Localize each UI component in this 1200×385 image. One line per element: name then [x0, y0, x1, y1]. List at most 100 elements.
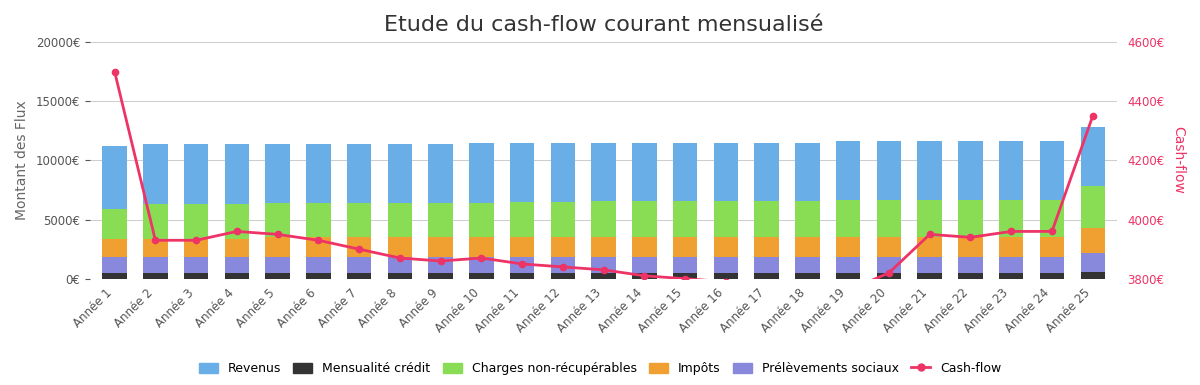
Bar	[388, 237, 412, 258]
Bar	[673, 143, 697, 201]
Bar	[836, 273, 860, 279]
Bar	[1000, 237, 1024, 258]
Bar	[714, 143, 738, 201]
Cash-flow	[1086, 114, 1100, 118]
Bar	[1039, 200, 1064, 237]
Bar	[673, 237, 697, 258]
Bar	[1080, 253, 1105, 272]
Bar	[143, 144, 168, 204]
Bar	[102, 146, 127, 209]
Bar	[836, 200, 860, 237]
Bar	[959, 237, 983, 258]
Bar	[714, 258, 738, 273]
Bar	[265, 237, 290, 258]
Bar	[184, 204, 209, 239]
Bar	[632, 237, 656, 258]
Cash-flow	[760, 282, 774, 287]
Bar	[347, 144, 371, 203]
Cash-flow	[270, 232, 284, 237]
Bar	[143, 204, 168, 239]
Bar	[755, 237, 779, 258]
Bar	[1039, 273, 1064, 279]
Bar	[428, 273, 452, 279]
Bar	[102, 239, 127, 258]
Cash-flow	[108, 69, 122, 74]
Bar	[306, 258, 331, 273]
Bar	[918, 141, 942, 200]
Cash-flow	[678, 276, 692, 281]
Bar	[306, 237, 331, 258]
Bar	[918, 237, 942, 258]
Bar	[143, 258, 168, 273]
Bar	[102, 209, 127, 239]
Bar	[714, 201, 738, 237]
Bar	[265, 258, 290, 273]
Bar	[469, 203, 493, 237]
Bar	[1000, 141, 1024, 200]
Bar	[265, 203, 290, 237]
Bar	[796, 201, 820, 237]
Bar	[796, 273, 820, 279]
Bar	[510, 237, 534, 258]
Bar	[428, 144, 452, 203]
Bar	[102, 273, 127, 279]
Bar	[673, 258, 697, 273]
Bar	[959, 200, 983, 237]
Bar	[224, 273, 250, 279]
Cash-flow	[719, 280, 733, 284]
Bar	[959, 273, 983, 279]
Bar	[388, 203, 412, 237]
Bar	[592, 258, 616, 273]
Cash-flow	[474, 256, 488, 260]
Bar	[510, 143, 534, 203]
Cash-flow	[352, 247, 366, 251]
Bar	[1000, 200, 1024, 237]
Bar	[347, 273, 371, 279]
Bar	[959, 258, 983, 273]
Cash-flow	[841, 288, 856, 293]
Bar	[388, 258, 412, 273]
Bar	[836, 141, 860, 200]
Bar	[184, 258, 209, 273]
Bar	[1080, 228, 1105, 253]
Cash-flow	[596, 268, 611, 272]
Bar	[184, 239, 209, 258]
Bar	[306, 144, 331, 203]
Bar	[755, 201, 779, 237]
Bar	[143, 273, 168, 279]
Bar	[510, 273, 534, 279]
Cash-flow	[637, 273, 652, 278]
Bar	[592, 237, 616, 258]
Bar	[632, 201, 656, 237]
Bar	[551, 237, 575, 258]
Cash-flow	[882, 271, 896, 275]
Cash-flow	[1004, 229, 1019, 234]
Bar	[673, 201, 697, 237]
Bar	[265, 144, 290, 203]
Bar	[469, 258, 493, 273]
Bar	[224, 239, 250, 258]
Cash-flow	[800, 285, 815, 290]
Cash-flow	[433, 259, 448, 263]
Bar	[551, 143, 575, 203]
Bar	[428, 237, 452, 258]
Bar	[632, 273, 656, 279]
Bar	[388, 144, 412, 203]
Bar	[347, 203, 371, 237]
Bar	[1000, 258, 1024, 273]
Cash-flow	[148, 238, 162, 243]
Cash-flow	[311, 238, 325, 243]
Bar	[714, 273, 738, 279]
Bar	[592, 201, 616, 237]
Bar	[918, 258, 942, 273]
Bar	[388, 273, 412, 279]
Y-axis label: Montant des Flux: Montant des Flux	[14, 100, 29, 220]
Bar	[306, 203, 331, 237]
Bar	[143, 239, 168, 258]
Cash-flow	[556, 264, 570, 269]
Bar	[347, 258, 371, 273]
Bar	[1080, 127, 1105, 186]
Cash-flow	[923, 232, 937, 237]
Bar	[184, 273, 209, 279]
Bar	[224, 144, 250, 204]
